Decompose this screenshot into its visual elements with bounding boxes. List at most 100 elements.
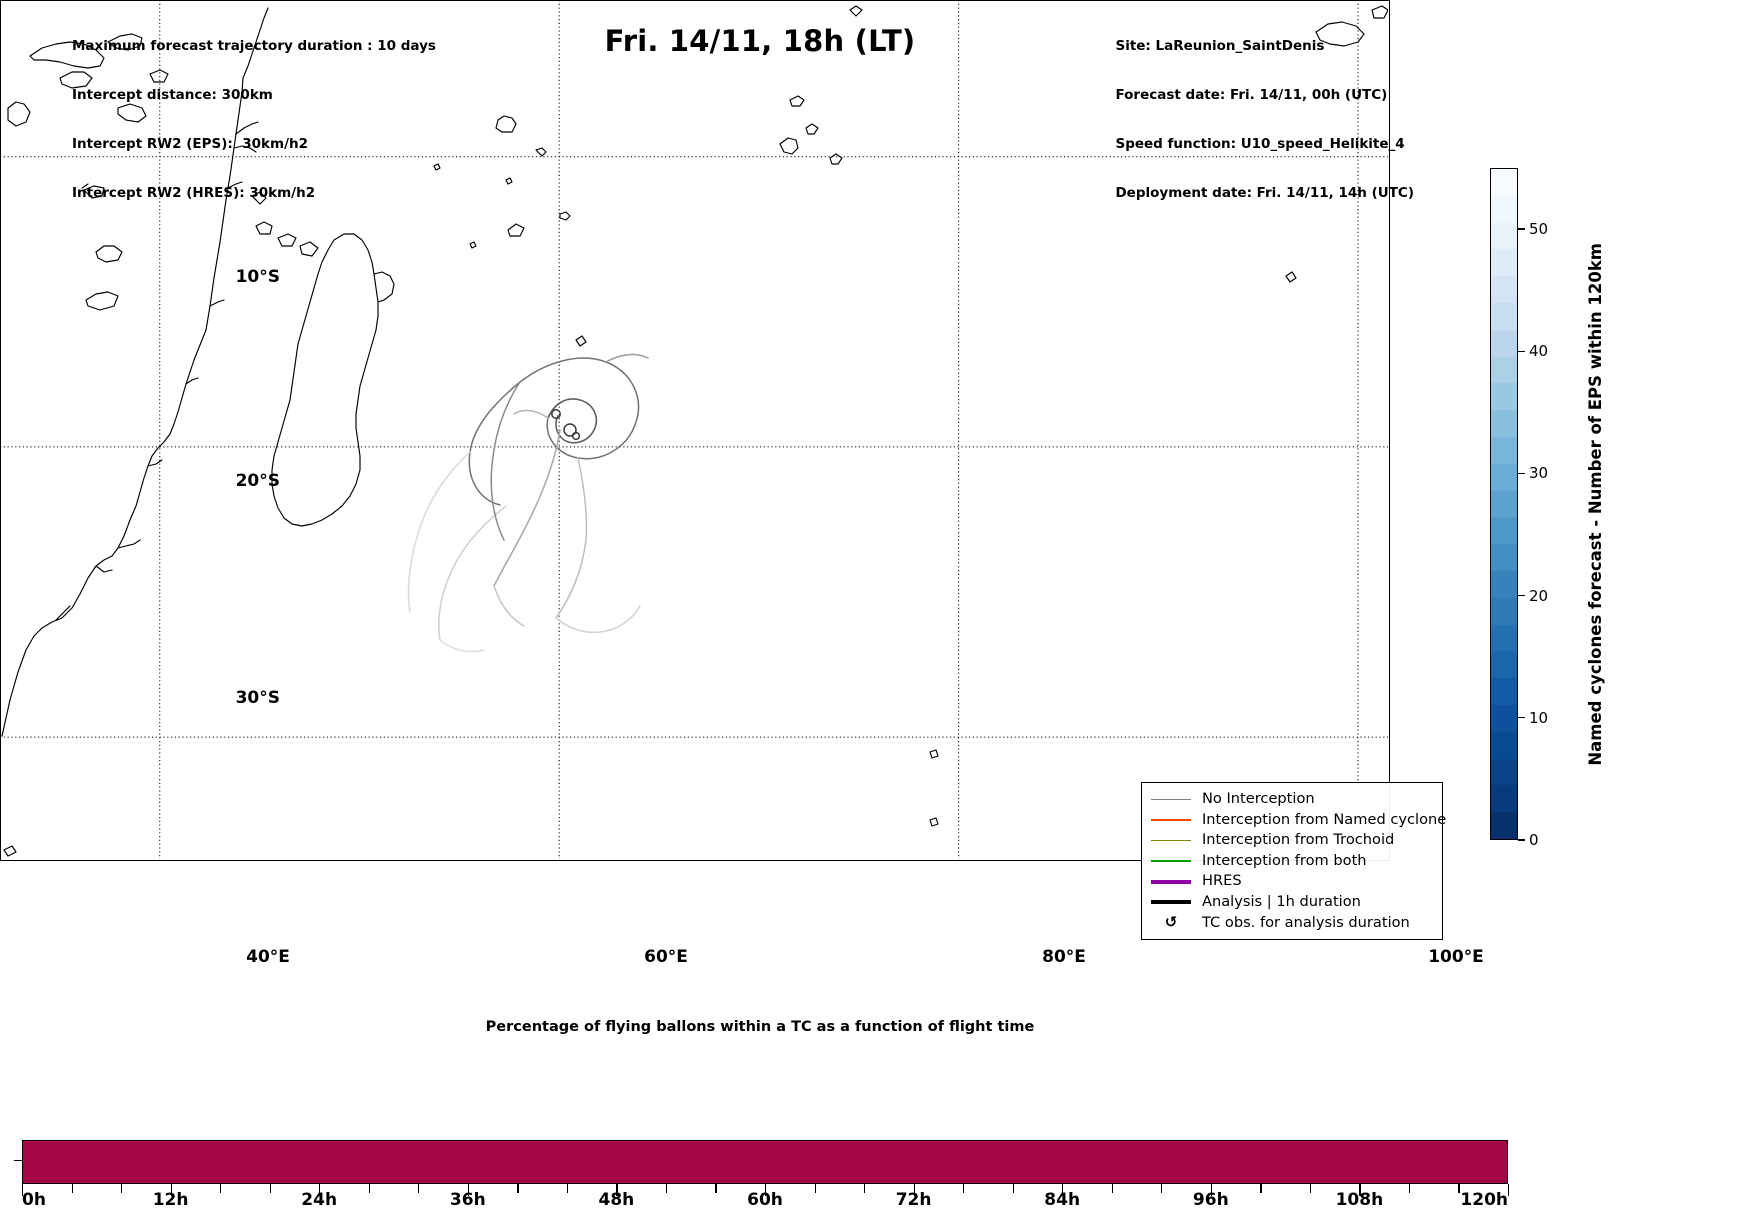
colorbar-cell — [1491, 383, 1517, 411]
progress-label-48h: 48h — [598, 1190, 635, 1210]
colorbar-cell — [1491, 463, 1517, 491]
colorbar-tick-label: 30 — [1529, 464, 1549, 483]
colorbar-cell — [1491, 785, 1517, 813]
colorbar-tick-mark — [1518, 839, 1525, 841]
header-left-line-3: Intercept RW2 (EPS): 30km/h2 — [72, 136, 308, 153]
progress-tick-52 — [665, 1184, 668, 1193]
legend-line-swatch — [1149, 798, 1193, 801]
map-canvas — [0, 0, 1388, 859]
progress-tick-28 — [368, 1184, 370, 1193]
progress-tick-60 — [765, 1184, 767, 1196]
colorbar-cell — [1491, 276, 1517, 303]
lon-label-80e: 80°E — [1042, 947, 1086, 967]
progress-bar-panel[interactable] — [22, 1140, 1508, 1184]
legend-line-swatch — [1149, 819, 1193, 821]
lat-label-20s: 20°S — [235, 471, 280, 491]
colorbar-tick-50: 50 — [1518, 220, 1548, 238]
colorbar-tick-label: 0 — [1529, 831, 1539, 849]
progress-tick-12 — [170, 1184, 172, 1196]
colorbar-title-container: Named cyclones forecast - Number of EPS … — [1586, 168, 1605, 840]
legend-item-label: No Interception — [1202, 790, 1315, 807]
progress-label-36h: 36h — [449, 1190, 486, 1210]
colorbar-cell — [1491, 731, 1517, 759]
tc-observation-markers — [551, 409, 581, 441]
progress-label-96h: 96h — [1192, 1190, 1229, 1210]
map-legend[interactable]: No Interception Interception from Named c… — [1141, 782, 1447, 941]
colorbar-tick-mark — [1518, 717, 1525, 719]
colorbar-cell — [1491, 570, 1517, 598]
progress-tick-16 — [220, 1184, 222, 1193]
legend-item-label: Interception from Trochoid — [1202, 831, 1395, 849]
colorbar-cell — [1491, 222, 1517, 250]
forecast-date-line: Forecast date: Fri. 14/11, 00h (UTC) — [1115, 87, 1388, 104]
colorbar-tick-mark — [1518, 472, 1525, 475]
progress-tick-44 — [566, 1184, 569, 1193]
progress-tick-108 — [1359, 1184, 1361, 1196]
colorbar-container: Named cyclones forecast - Number of EPS … — [1490, 168, 1605, 849]
legend-line — [1151, 798, 1191, 801]
legend-item-1[interactable]: Interception from Named cyclone — [1149, 810, 1447, 831]
progress-tick-68 — [864, 1184, 866, 1193]
legend-item-3[interactable]: Interception from both — [1149, 851, 1433, 872]
progress-tick-100 — [1260, 1184, 1262, 1193]
colorbar-cell — [1491, 249, 1517, 277]
progress-label-84h: 84h — [1044, 1190, 1081, 1210]
progress-tick-0 — [22, 1184, 24, 1196]
legend-item-0[interactable]: No Interception — [1149, 789, 1433, 810]
colorbar-tick-mark — [1518, 228, 1525, 230]
colorbar-tick-mark — [1518, 594, 1525, 597]
legend-line-swatch — [1149, 860, 1193, 862]
progress-tick-92 — [1161, 1184, 1163, 1193]
colorbar-cell — [1491, 704, 1517, 732]
coastlines — [1, 5, 1388, 857]
progress-label-72h: 72h — [895, 1190, 932, 1210]
forecast-map[interactable]: No Interception Interception from Named c… — [0, 0, 1447, 941]
progress-tick-84 — [1062, 1184, 1064, 1196]
progress-tick-104 — [1309, 1184, 1312, 1193]
site-line: Site: LaReunion_SaintDenis — [1115, 37, 1325, 54]
header-right-info: Site: LaReunion_SaintDenis Forecast date… — [1115, 5, 1414, 218]
progress-tick-32 — [418, 1184, 420, 1193]
header-left-line-4: Intercept RW2 (HRES): 30km/h2 — [72, 185, 316, 202]
header-left-info: Maximum forecast trajectory duration : 1… — [72, 5, 436, 218]
progress-left-tick — [14, 1160, 22, 1162]
progress-tick-80 — [1012, 1184, 1014, 1193]
legend-line-swatch — [1149, 839, 1193, 842]
colorbar-cell — [1491, 195, 1517, 223]
colorbar-cell — [1491, 302, 1517, 330]
progress-tick-116 — [1458, 1184, 1460, 1193]
trajectory-traces — [407, 353, 649, 653]
progress-tick-112 — [1408, 1184, 1411, 1193]
colorbar-cell — [1491, 329, 1517, 357]
colorbar-tick-10: 10 — [1518, 709, 1548, 727]
lon-label-100e: 100°E — [1428, 947, 1484, 967]
colorbar-tick-label: 10 — [1529, 708, 1549, 727]
legend-line — [1151, 819, 1191, 821]
legend-item-label: Interception from both — [1202, 851, 1367, 869]
progress-tick-120 — [1508, 1184, 1510, 1196]
colorbar-cell — [1491, 544, 1517, 571]
colorbar-cell — [1491, 651, 1517, 679]
lon-label-40e: 40°E — [246, 947, 290, 967]
colorbar-tick-label: 50 — [1529, 220, 1549, 239]
map-gridlines — [0, 0, 1388, 859]
page-title: Fri. 14/11, 18h (LT) — [604, 24, 916, 58]
colorbar[interactable] — [1490, 168, 1518, 840]
colorbar-cell — [1491, 517, 1517, 545]
colorbar-cell — [1491, 678, 1517, 705]
colorbar-cell — [1491, 410, 1517, 437]
progress-label-12h: 12h — [152, 1190, 189, 1210]
colorbar-tick-20: 20 — [1518, 587, 1548, 605]
progress-label-108h: 108h — [1335, 1190, 1384, 1210]
progress-bar-title: Percentage of flying ballons within a TC… — [485, 1019, 1035, 1035]
colorbar-title: Named cyclones forecast - Number of EPS … — [1586, 242, 1605, 766]
legend-item-2[interactable]: Interception from Trochoid — [1149, 830, 1433, 851]
legend-line — [1151, 839, 1191, 842]
colorbar-tick-30: 30 — [1518, 464, 1548, 482]
lat-label-30s: 30°S — [235, 688, 280, 708]
speed-function-line: Speed function: U10_speed_Helikite_4 — [1115, 136, 1405, 153]
progress-bar-fill — [23, 1141, 1507, 1183]
progress-tick-8 — [121, 1184, 123, 1193]
header-left-line-2: Intercept distance: 300km — [72, 87, 273, 104]
legend-item-label: Interception from Named cyclone — [1202, 810, 1447, 828]
